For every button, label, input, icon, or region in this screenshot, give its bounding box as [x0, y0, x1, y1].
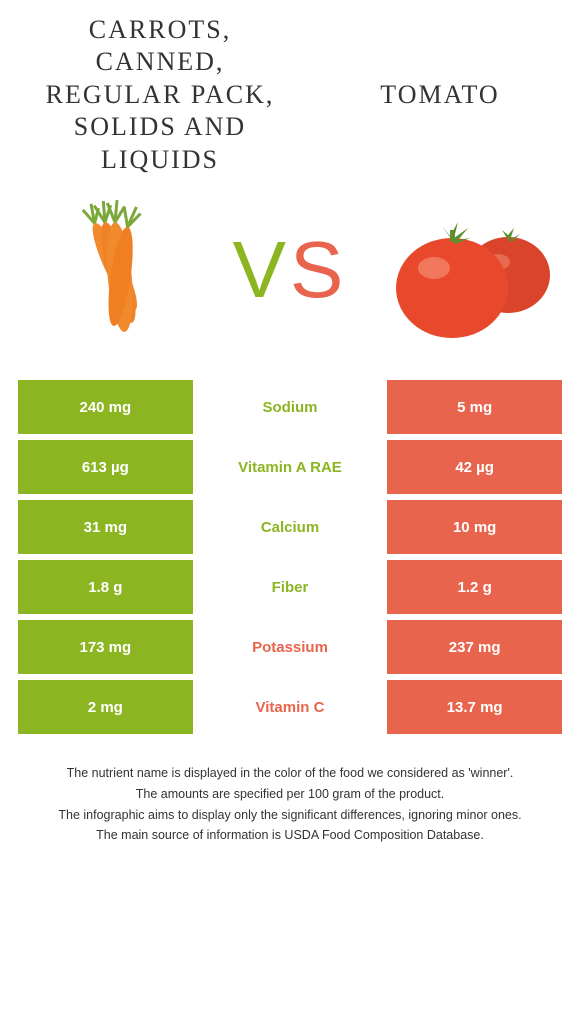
nutrient-left-value: 240 mg — [18, 380, 193, 434]
nutrient-row: 1.8 gFiber1.2 g — [18, 560, 562, 614]
nutrient-row: 613 µgVitamin A RAE42 µg — [18, 440, 562, 494]
nutrient-left-value: 613 µg — [18, 440, 193, 494]
nutrient-name: Potassium — [193, 620, 388, 674]
nutrient-name: Vitamin A RAE — [193, 440, 388, 494]
food-title-right: TOMATO — [340, 79, 540, 112]
nutrient-row: 2 mgVitamin C13.7 mg — [18, 680, 562, 734]
footer-line: The main source of information is USDA F… — [20, 826, 560, 845]
footer-notes: The nutrient name is displayed in the co… — [20, 764, 560, 845]
nutrient-right-value: 5 mg — [387, 380, 562, 434]
nutrient-left-value: 173 mg — [18, 620, 193, 674]
nutrient-left-value: 2 mg — [18, 680, 193, 734]
carrots-image — [20, 190, 200, 350]
nutrient-name: Fiber — [193, 560, 388, 614]
tomato-image — [380, 190, 560, 350]
nutrient-row: 173 mgPotassium237 mg — [18, 620, 562, 674]
footer-line: The infographic aims to display only the… — [20, 806, 560, 825]
nutrient-name: Vitamin C — [193, 680, 388, 734]
footer-line: The nutrient name is displayed in the co… — [20, 764, 560, 783]
nutrient-right-value: 1.2 g — [387, 560, 562, 614]
vs-row: VS — [0, 180, 580, 360]
nutrient-right-value: 10 mg — [387, 500, 562, 554]
vs-s: S — [290, 225, 347, 314]
vs-v: V — [233, 225, 290, 314]
nutrient-name: Sodium — [193, 380, 388, 434]
nutrient-right-value: 13.7 mg — [387, 680, 562, 734]
nutrient-row: 240 mgSodium5 mg — [18, 380, 562, 434]
nutrient-left-value: 1.8 g — [18, 560, 193, 614]
header: CARROTS, CANNED, REGULAR PACK, SOLIDS AN… — [0, 0, 580, 180]
nutrient-row: 31 mgCalcium10 mg — [18, 500, 562, 554]
vs-label: VS — [233, 224, 348, 316]
nutrient-right-value: 237 mg — [387, 620, 562, 674]
nutrient-name: Calcium — [193, 500, 388, 554]
footer-line: The amounts are specified per 100 gram o… — [20, 785, 560, 804]
nutrient-table: 240 mgSodium5 mg 613 µgVitamin A RAE42 µg… — [18, 380, 562, 734]
food-title-left: CARROTS, CANNED, REGULAR PACK, SOLIDS AN… — [40, 14, 280, 177]
nutrient-left-value: 31 mg — [18, 500, 193, 554]
nutrient-right-value: 42 µg — [387, 440, 562, 494]
